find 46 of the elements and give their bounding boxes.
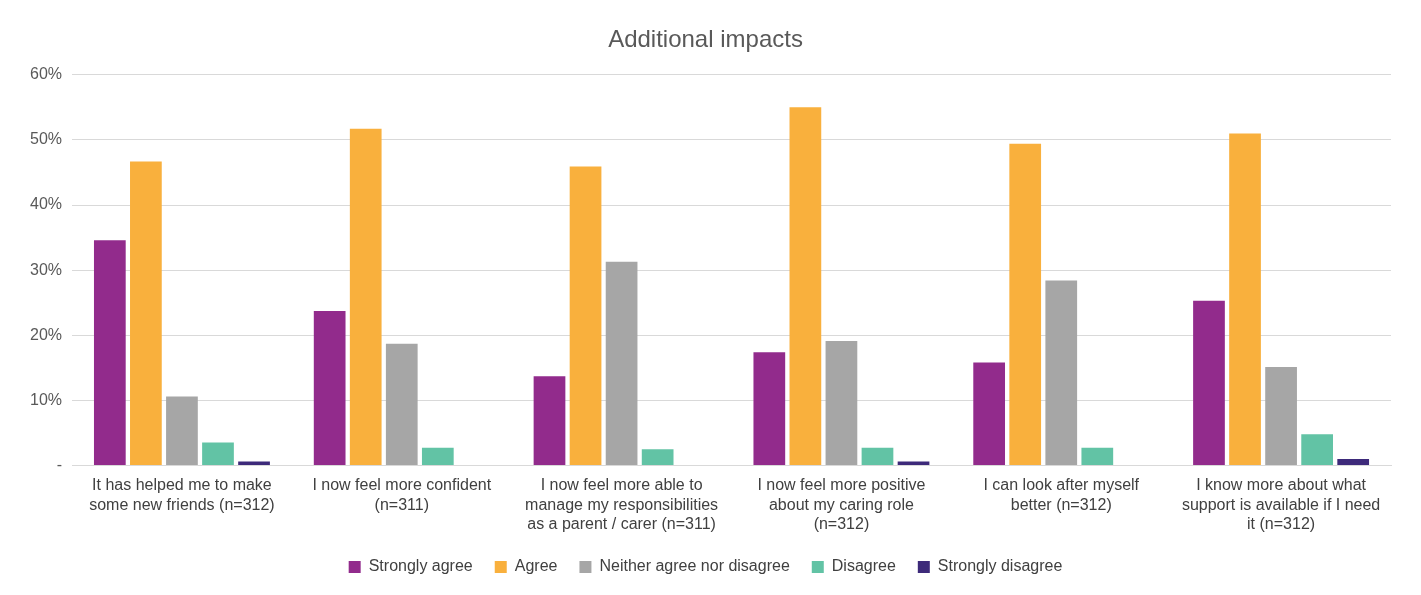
bar [897, 461, 930, 465]
x-tick-label: I can look after myself better (n=312) [983, 476, 1140, 513]
legend-label: Agree [514, 557, 558, 575]
bar [825, 341, 858, 465]
x-tick-label: I now feel more able to manage my responsibilities as a parent / carer (n=311) [525, 476, 719, 532]
bar [569, 166, 602, 465]
bar [861, 447, 894, 465]
bar [1081, 447, 1114, 465]
bar [202, 442, 234, 465]
bar [385, 343, 418, 465]
y-tick-label: - [56, 455, 63, 473]
bar [973, 362, 1006, 465]
y-tick-label: 50% [29, 130, 63, 148]
legend-label: Strongly agree [368, 557, 473, 575]
x-tick-label: I now feel more positive about my caring role (n=312) [757, 476, 926, 532]
bar [1229, 133, 1261, 465]
bar [313, 311, 346, 465]
bar [1193, 300, 1225, 465]
y-tick-label: 20% [29, 325, 63, 343]
bar [1045, 280, 1078, 465]
bar [1265, 367, 1297, 465]
x-tick-label: I now feel more confident (n=311) [312, 476, 492, 513]
bar [1337, 458, 1370, 465]
bar [349, 128, 382, 465]
bar [533, 376, 566, 465]
bar [130, 161, 162, 465]
bar [166, 396, 198, 465]
x-tick-label: It has helped me to make some new friends (n=312) [89, 476, 275, 513]
y-tick-label: 40% [29, 195, 63, 213]
bar [93, 240, 126, 465]
bar [421, 447, 454, 465]
legend-label: Disagree [831, 557, 896, 575]
y-tick-label: 60% [29, 65, 63, 83]
y-tick-label: 10% [29, 390, 63, 408]
y-tick-label: 30% [29, 260, 63, 278]
bar [789, 107, 822, 465]
legend-label: Strongly disagree [937, 557, 1063, 575]
bar [753, 352, 786, 465]
bar [238, 461, 270, 465]
bar [1301, 434, 1333, 465]
chart-title: Additional impacts [608, 25, 803, 53]
bar [1009, 143, 1042, 465]
bar [605, 261, 638, 465]
x-tick-label: I know more about what support is available if I need it (n=312) [1181, 476, 1381, 532]
bar [641, 449, 674, 465]
legend-label: Neither agree nor disagree [599, 557, 790, 575]
